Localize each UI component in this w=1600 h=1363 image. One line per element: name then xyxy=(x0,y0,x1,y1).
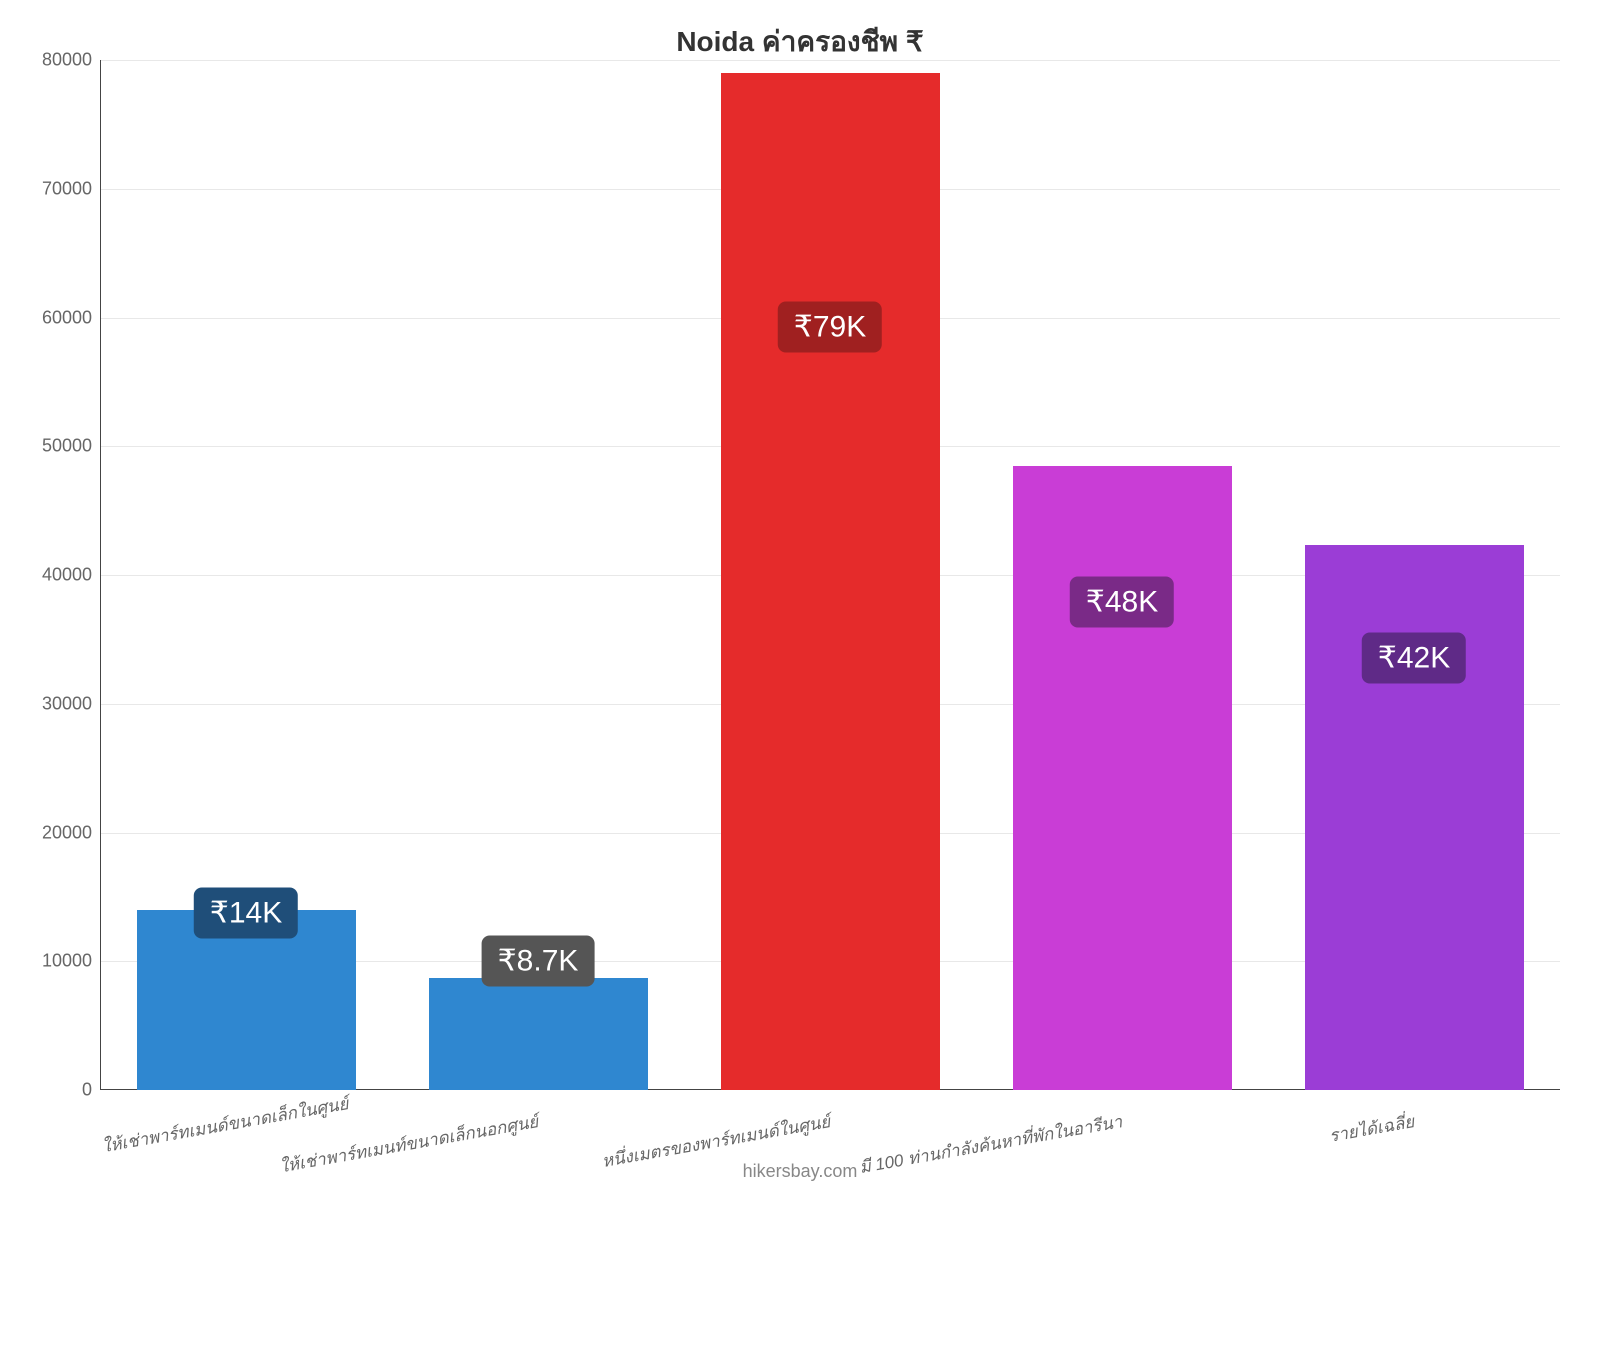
y-tick-label: 60000 xyxy=(42,307,92,328)
y-tick-label: 20000 xyxy=(42,822,92,843)
y-tick-label: 70000 xyxy=(42,178,92,199)
bar: ₹79K xyxy=(721,73,940,1090)
y-tick-label: 50000 xyxy=(42,436,92,457)
y-tick-label: 10000 xyxy=(42,951,92,972)
bar-value-badge: ₹14K xyxy=(194,887,298,938)
bar-value-badge: ₹42K xyxy=(1362,632,1466,683)
chart-attribution: hikersbay.com xyxy=(0,1161,1600,1182)
y-tick-label: 0 xyxy=(82,1080,92,1101)
bar-value-badge: ₹8.7K xyxy=(482,935,595,986)
x-axis-labels: ให้เช่าพาร์ทเมนด์ขนาดเล็กในศูนย์ให้เช่าพ… xyxy=(100,1090,1560,1150)
y-tick-label: 30000 xyxy=(42,693,92,714)
y-tick-label: 40000 xyxy=(42,565,92,586)
chart-container: Noida ค่าครองชีพ ₹ 010000200003000040000… xyxy=(0,0,1600,1200)
bar: ₹48K xyxy=(1013,466,1232,1090)
bar: ₹42K xyxy=(1305,545,1524,1090)
chart-title: Noida ค่าครองชีพ ₹ xyxy=(0,20,1600,64)
y-tick-label: 80000 xyxy=(42,50,92,71)
bars-group: ₹14K ₹8.7K ₹79K ₹48K ₹42K xyxy=(100,60,1560,1090)
bar: ₹14K xyxy=(137,910,356,1090)
bar: ₹8.7K xyxy=(429,978,648,1090)
plot-area: 0100002000030000400005000060000700008000… xyxy=(100,60,1560,1090)
bar-value-badge: ₹79K xyxy=(778,302,882,353)
x-axis-label: ให้เช่าพาร์ทเมนด์ขนาดเล็กในศูนย์ xyxy=(100,1108,248,1160)
bar-value-badge: ₹48K xyxy=(1070,576,1174,627)
